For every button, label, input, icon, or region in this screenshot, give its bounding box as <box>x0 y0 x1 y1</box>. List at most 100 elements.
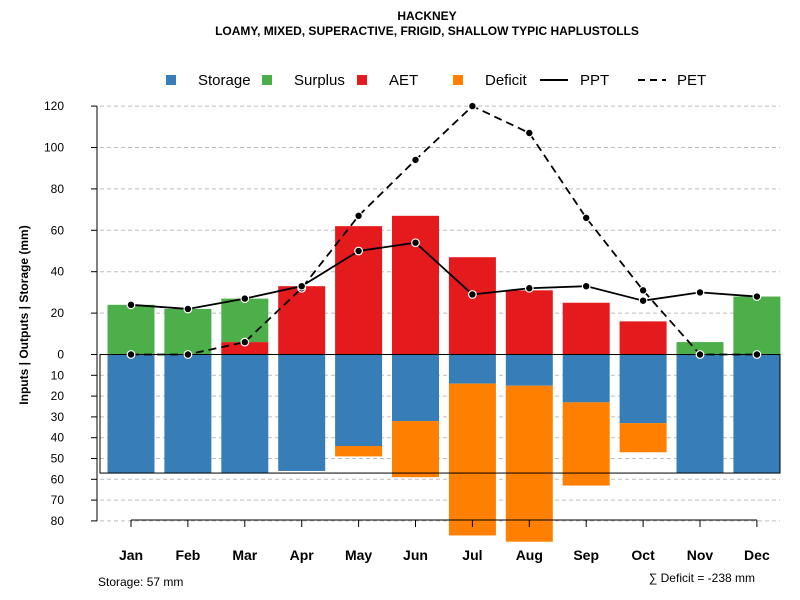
legend-label: PET <box>677 72 706 89</box>
ppt-point <box>524 283 534 293</box>
storage-bar <box>221 354 269 474</box>
y-tick-label: 80 <box>51 514 65 528</box>
pet-point <box>240 337 250 347</box>
deficit-bar <box>619 423 667 453</box>
legend-label: PPT <box>580 72 609 89</box>
storage-bar <box>676 354 724 474</box>
ppt-point <box>638 296 648 306</box>
y-tick-label: 10 <box>51 368 65 382</box>
legend-label: Deficit <box>485 72 528 89</box>
storage-bar <box>505 354 553 386</box>
x-tick-label: Jan <box>119 547 143 563</box>
storage-bar <box>164 354 212 474</box>
ppt-point <box>468 290 477 299</box>
ppt-point <box>354 246 364 256</box>
y-tick-label: 20 <box>51 306 65 320</box>
surplus-bar <box>107 304 155 355</box>
pet-point <box>183 350 193 359</box>
chart-title: HACKNEY <box>397 9 456 23</box>
deficit-bar <box>335 446 383 457</box>
pet-point <box>695 350 705 359</box>
x-tick-label: Mar <box>232 547 257 563</box>
y-tick-label: 0 <box>57 348 64 362</box>
storage-bar <box>335 354 383 447</box>
pet-point <box>354 211 364 221</box>
storage-frame <box>99 354 781 474</box>
deficit-bar <box>562 402 610 486</box>
aet-bar <box>448 257 496 355</box>
pet-line <box>131 105 757 356</box>
aet-bar <box>278 286 326 355</box>
x-tick-label: Dec <box>744 547 770 563</box>
series-lines <box>126 101 762 359</box>
ppt-point <box>752 292 762 301</box>
surplus-bar <box>164 308 212 355</box>
storage-bar <box>562 354 610 403</box>
y-axis-label: Inputs | Outputs | Storage (mm) <box>17 225 31 404</box>
x-tick-label: Aug <box>516 547 543 563</box>
ppt-point <box>411 238 420 248</box>
aet-bar <box>562 302 610 355</box>
pet-point <box>411 155 420 165</box>
y-tick-label: 40 <box>51 265 65 279</box>
gridlines <box>100 105 780 522</box>
axes: 0 20 40 60 80 100 120 10 20 30 40 50 60 70 80 Jan Feb Mar… <box>44 99 770 563</box>
x-tick-label: Sep <box>573 547 599 563</box>
y-tick-label: 40 <box>51 431 65 445</box>
y-tick-label: 80 <box>51 182 65 196</box>
storage-bar <box>733 354 781 474</box>
aet-bar <box>392 215 439 355</box>
ppt-point <box>126 300 136 310</box>
x-tick-label: Apr <box>290 547 315 563</box>
legend-label: AET <box>389 72 418 89</box>
aet-bar <box>335 226 383 355</box>
storage-bar <box>392 354 439 422</box>
bars <box>107 215 781 542</box>
ppt-point <box>581 281 591 291</box>
legend-label: Storage <box>198 72 251 89</box>
y-tick-label: 20 <box>51 389 65 403</box>
legend-label: Surplus <box>294 72 345 89</box>
y-tick-label: 30 <box>51 410 65 424</box>
ppt-point <box>183 304 193 314</box>
y-tick-label: 100 <box>44 141 64 155</box>
legend-swatch <box>357 75 367 85</box>
x-tick-label: Jun <box>403 547 428 563</box>
storage-capacity-box <box>99 354 781 474</box>
storage-bar <box>107 354 155 474</box>
surplus-bar <box>733 296 781 355</box>
pet-point <box>581 213 591 223</box>
deficit-bar <box>448 383 496 536</box>
ppt-point <box>297 281 307 291</box>
aet-bar <box>505 290 553 355</box>
x-tick-label: Jul <box>462 547 482 563</box>
legend-swatch <box>262 75 272 85</box>
x-tick-label: Nov <box>687 547 714 563</box>
x-tick-label: Oct <box>631 547 655 563</box>
x-tick-label: May <box>345 547 372 563</box>
deficit-bar <box>505 385 553 542</box>
legend: Storage Surplus AET Deficit PPT PET <box>166 72 706 89</box>
legend-swatch <box>166 75 176 85</box>
pet-point <box>638 285 648 295</box>
aet-bar <box>221 342 269 355</box>
y-tick-label: 120 <box>44 99 64 113</box>
ppt-point <box>240 294 250 304</box>
y-tick-label: 60 <box>51 223 65 237</box>
chart-subtitle: LOAMY, MIXED, SUPERACTIVE, FRIGID, SHALL… <box>215 24 639 38</box>
deficit-note: ∑ Deficit = -238 mm <box>649 571 755 585</box>
legend-swatch <box>453 75 463 85</box>
aet-bar <box>619 321 667 355</box>
pet-point <box>752 350 762 359</box>
pet-point <box>468 101 477 111</box>
deficit-bar <box>392 421 439 478</box>
x-tick-label: Feb <box>175 547 200 563</box>
storage-bar <box>619 354 667 424</box>
y-tick-label: 60 <box>51 472 65 486</box>
storage-note: Storage: 57 mm <box>98 575 183 589</box>
ppt-line <box>130 241 757 310</box>
pet-point <box>126 350 136 359</box>
y-tick-label: 50 <box>51 452 65 466</box>
pet-point <box>524 128 534 138</box>
